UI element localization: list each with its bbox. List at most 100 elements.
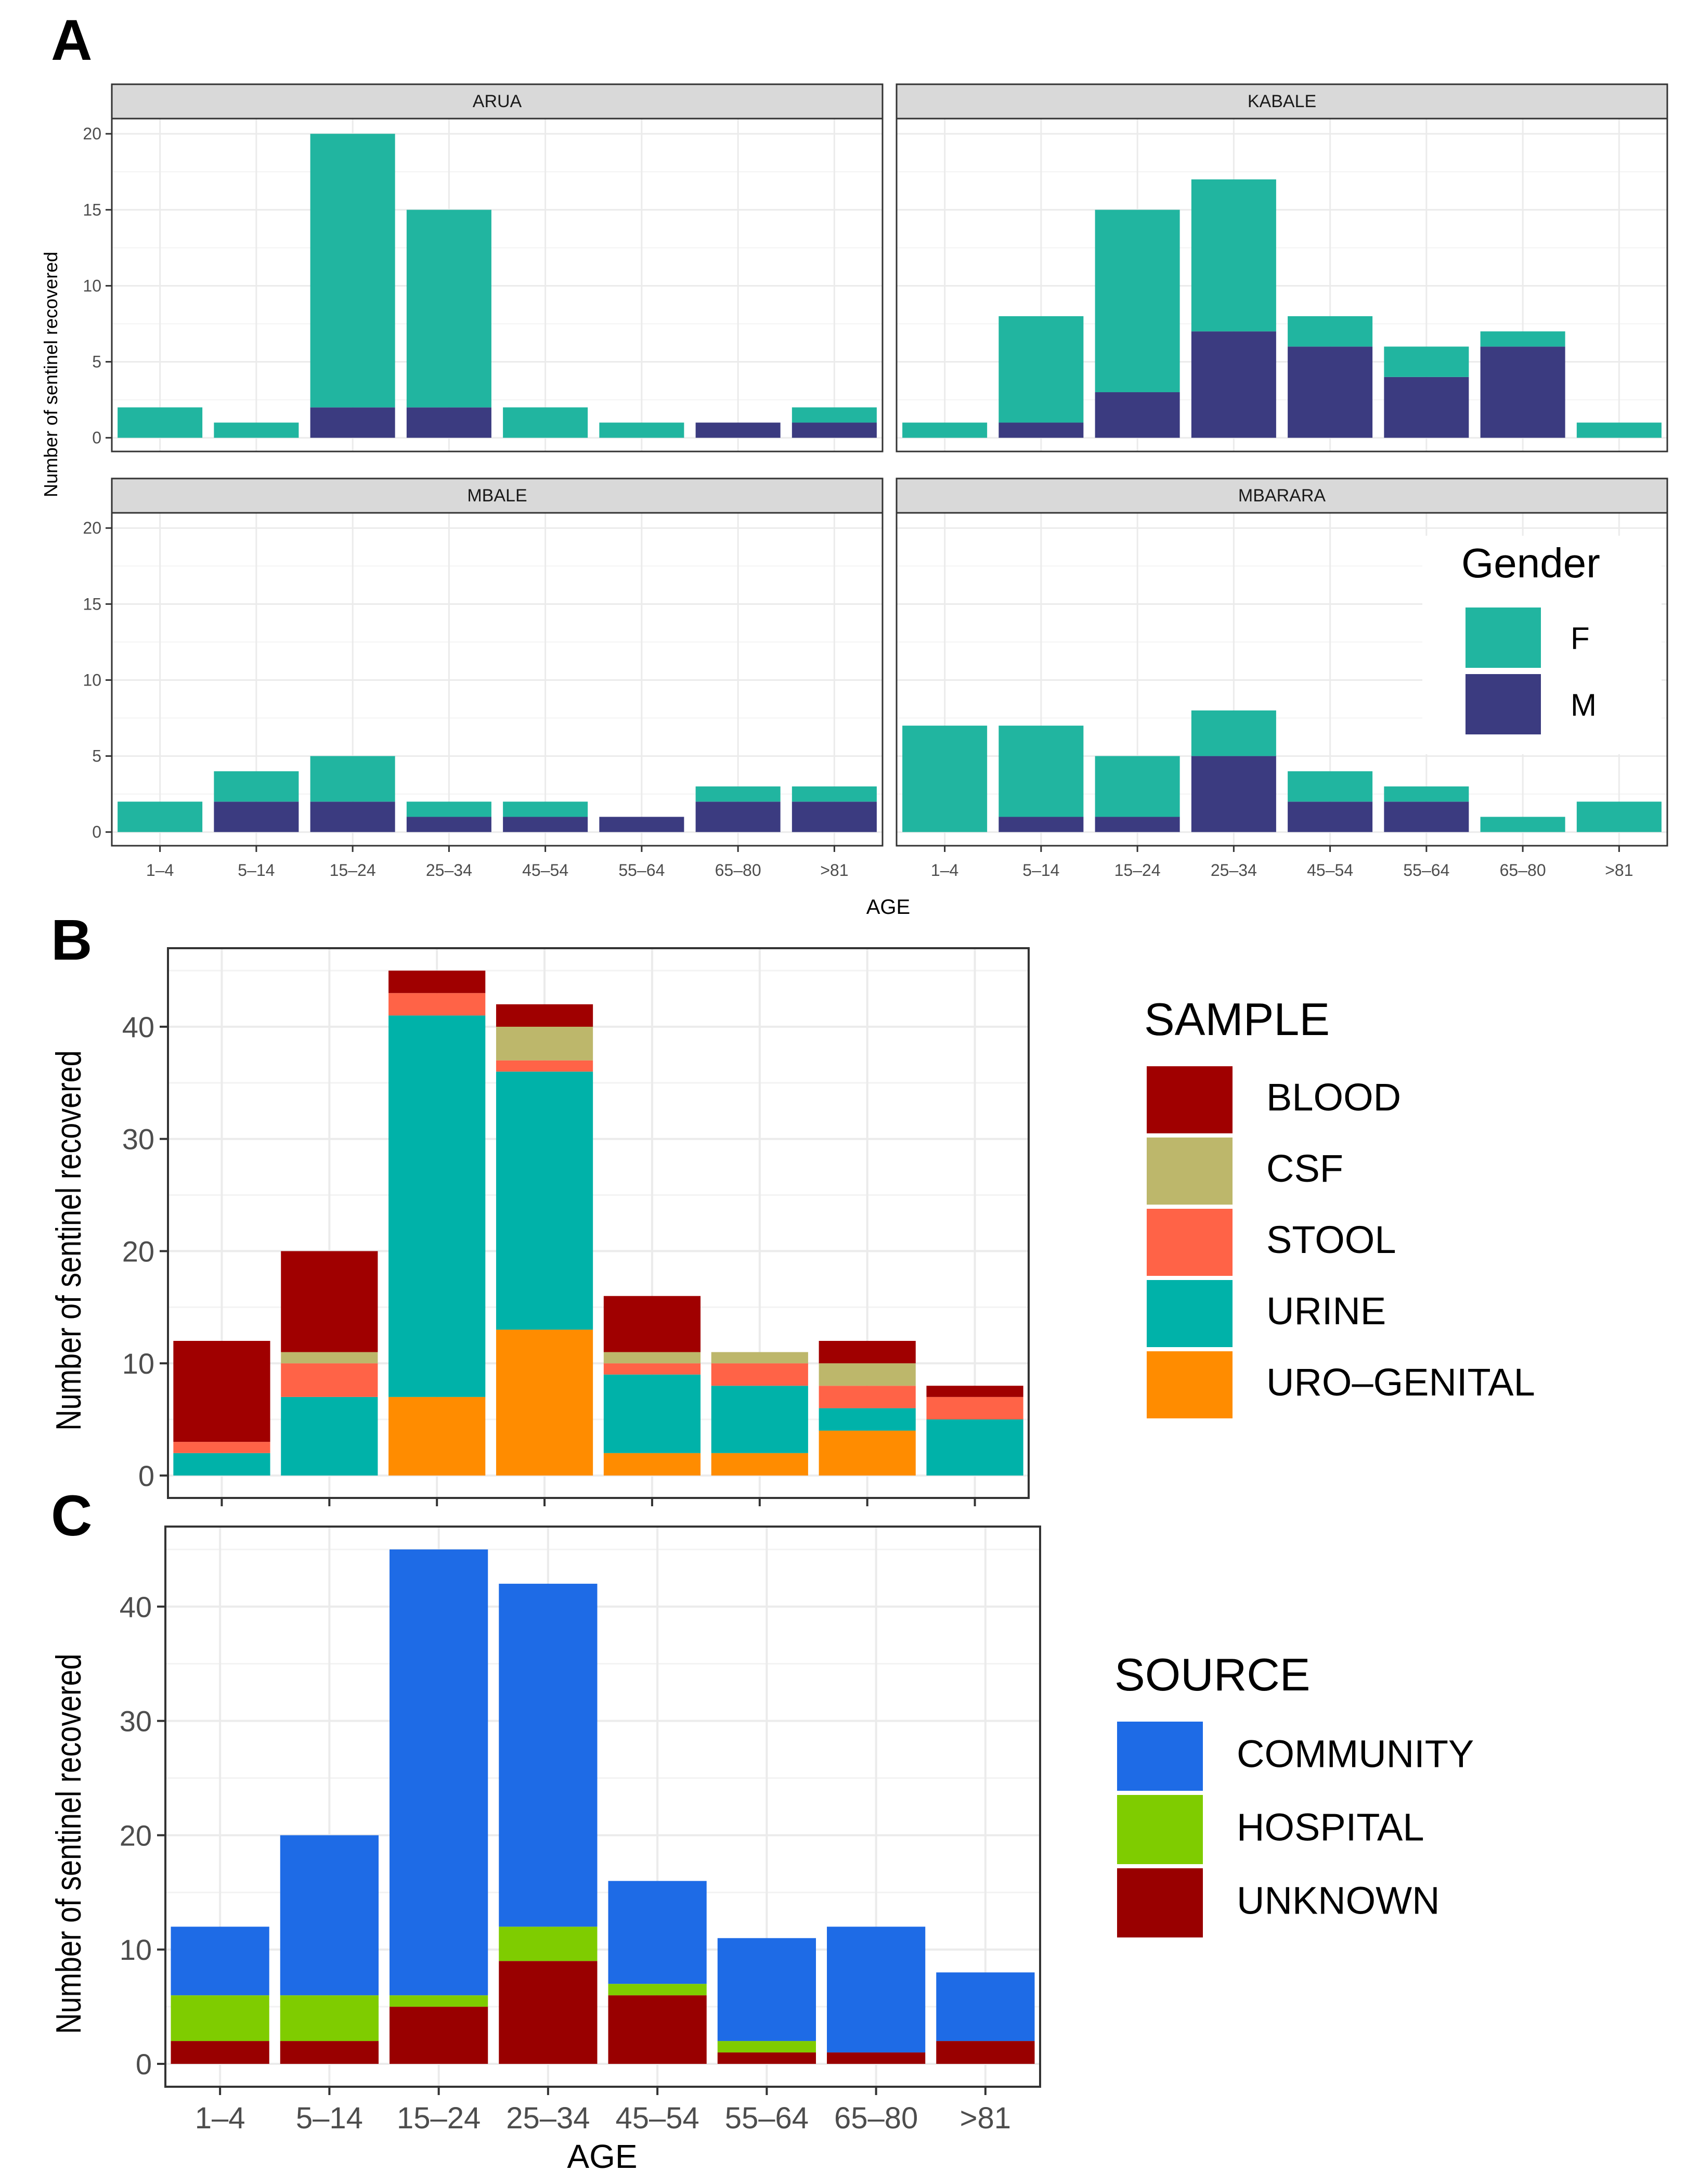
bar-F-45-54	[503, 802, 588, 817]
x-tick-label-5-14: 5–14	[1022, 861, 1059, 880]
panel-c-source-chart: 0 10 20 30 40 1–4 5–14 15–24 25–34 45–54 55–64 65–8…	[49, 1526, 1474, 2175]
bar-M-15-24	[310, 407, 395, 438]
bar-F-81	[792, 407, 877, 423]
bar-F-15-24	[310, 756, 395, 802]
x-tick-label-25-34: 25–34	[1211, 861, 1257, 880]
legend-label-blood: BLOOD	[1266, 1076, 1401, 1119]
bar-hospital-5-14	[280, 1995, 379, 2041]
x-tick-label-15-24: 15–24	[330, 861, 376, 880]
bar-uro-genital-65-80	[819, 1430, 916, 1476]
bar-uro-genital-45-54	[603, 1453, 701, 1476]
bar-community-65-80	[827, 1927, 926, 2053]
y-tick-label: 10	[120, 1933, 152, 1966]
bar-stool-45-54	[603, 1363, 701, 1375]
legend-label-community: COMMUNITY	[1237, 1732, 1474, 1775]
bar-F-55-64	[1384, 346, 1469, 377]
y-tick-label: 0	[92, 429, 101, 447]
bar-stool-1-4	[173, 1442, 270, 1453]
x-tick-label-1-4: 1–4	[931, 861, 958, 880]
bar-M-65-80	[1480, 346, 1565, 438]
facet-mbale: MBALE 0 5 10 15 20 1–4 5–14 15–24 25–34 45–54 55–64…	[83, 477, 884, 880]
x-tick-label-81: >81	[1605, 861, 1633, 880]
sample-legend: SAMPLE BLOOD CSF STOOL URINE URO–GENITAL	[1144, 993, 1535, 1418]
facet-panel-border	[896, 512, 1668, 847]
y-tick-label: 20	[83, 519, 101, 537]
x-tick-label-81: >81	[820, 861, 848, 880]
bar-stool-65-80	[819, 1386, 916, 1408]
panel-c-y-axis-title: Number of sentinel recovered	[49, 1653, 88, 2034]
source-legend: SOURCE COMMUNITY HOSPITAL UNKNOWN	[1114, 1649, 1474, 1937]
x-tick-label-15-24: 15–24	[1114, 861, 1161, 880]
x-tick-label-81: >81	[960, 2101, 1011, 2135]
bar-urine-25-34	[496, 1071, 593, 1330]
bar-csf-5-14	[281, 1352, 378, 1364]
bar-F-45-54	[1288, 316, 1373, 347]
x-tick-label-65-80: 65–80	[834, 2101, 918, 2135]
y-tick-label: 10	[122, 1347, 154, 1380]
bar-community-45-54	[608, 1881, 707, 1984]
bar-csf-25-34	[496, 1027, 593, 1061]
facet-arua: ARUA 0 5 10 15 20	[83, 83, 884, 453]
bar-uro-genital-15-24	[388, 1397, 486, 1476]
bar-F-81	[792, 786, 877, 802]
x-tick-label-5-14: 5–14	[238, 861, 275, 880]
panel-label-c: C	[51, 1484, 92, 1548]
bar-F-15-24	[1095, 756, 1180, 817]
bar-F-55-64	[1384, 786, 1469, 802]
y-tick-label: 20	[120, 1819, 152, 1852]
legend-swatch-hospital	[1117, 1795, 1203, 1864]
bar-hospital-1-4	[171, 1995, 269, 2041]
x-tick-label-45-54: 45–54	[615, 2101, 699, 2135]
bar-M-55-64	[1384, 377, 1469, 438]
facet-title-mbarara: MBARARA	[1238, 486, 1326, 506]
bar-M-45-54	[503, 817, 588, 832]
bar-community-5-14	[280, 1835, 379, 1996]
bar-urine-65-80	[819, 1408, 916, 1431]
bar-urine-81	[926, 1419, 1023, 1476]
legend-background	[1422, 536, 1662, 754]
bar-unknown-15-24	[390, 2007, 488, 2064]
plot-border	[164, 1526, 1041, 2088]
facet-title-arua: ARUA	[473, 92, 522, 111]
bar-F-65-80	[695, 786, 781, 802]
bar-M-25-34	[1191, 756, 1276, 832]
y-tick-label: 0	[136, 2048, 152, 2080]
bar-unknown-25-34	[499, 1961, 598, 2064]
bar-M-65-80	[695, 802, 781, 832]
legend-label-csf: CSF	[1266, 1147, 1343, 1190]
x-tick-label-25-34: 25–34	[506, 2101, 590, 2135]
legend-swatch-stool	[1147, 1209, 1233, 1276]
legend-swatch-csf	[1147, 1138, 1233, 1205]
x-tick-label-45-54: 45–54	[522, 861, 568, 880]
bar-F-5-14	[214, 771, 299, 802]
y-tick-label: 20	[122, 1235, 154, 1268]
facet-strip	[111, 83, 884, 120]
y-tick-label: 10	[83, 276, 101, 295]
y-tick-label: 20	[83, 124, 101, 143]
x-tick-label-65-80: 65–80	[715, 861, 761, 880]
y-tick-label: 15	[83, 200, 101, 219]
y-tick-label: 40	[120, 1591, 152, 1623]
bar-M-5-14	[998, 817, 1084, 832]
bar-F-15-24	[1095, 210, 1180, 393]
bar-F-5-14	[998, 316, 1084, 423]
panel-c-x-axis-title: AGE	[567, 2138, 637, 2175]
y-tick-label: 30	[120, 1705, 152, 1738]
bar-hospital-25-34	[499, 1927, 598, 1961]
panel-a-gender-facets: ARUA 0 5 10 15 20 KABALE MBALE 0 5 10 15 20 1–4 5–14 15…	[40, 83, 1668, 919]
y-tick-label: 0	[138, 1459, 154, 1492]
legend-swatch-community	[1117, 1722, 1203, 1791]
bar-M-55-64	[599, 817, 684, 832]
bar-blood-25-34	[496, 1004, 593, 1027]
bar-F-65-80	[1480, 817, 1565, 832]
y-tick-label: 5	[92, 747, 101, 766]
legend-label-hospital: HOSPITAL	[1237, 1805, 1424, 1849]
x-tick-label-55-64: 55–64	[725, 2101, 809, 2135]
bar-F-25-34	[406, 210, 491, 408]
bar-F-1-4	[118, 802, 203, 832]
panel-label-b: B	[51, 908, 92, 972]
bar-F-81	[1576, 422, 1662, 438]
bar-uro-genital-25-34	[496, 1329, 593, 1476]
legend-swatch-unknown	[1117, 1868, 1203, 1937]
